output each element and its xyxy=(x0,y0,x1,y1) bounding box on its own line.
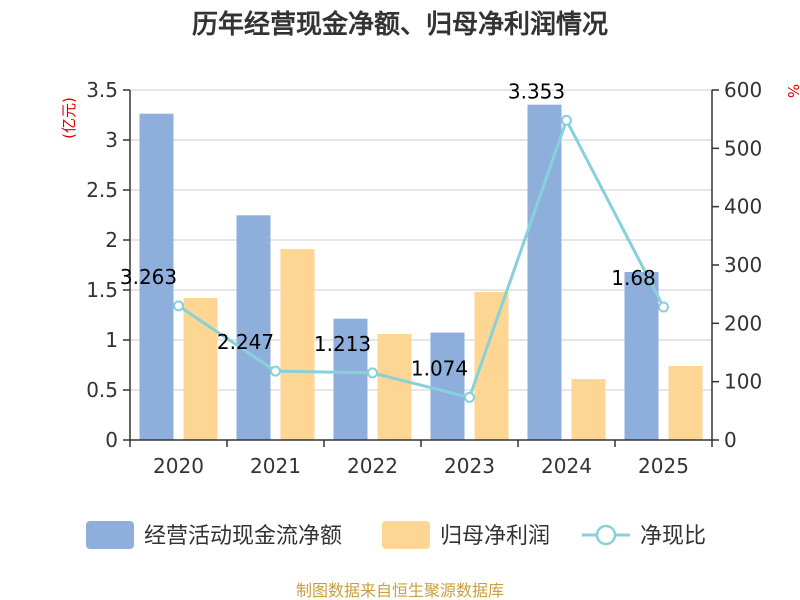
line-point-ratio xyxy=(173,300,184,312)
line-point-ratio xyxy=(464,391,475,403)
left-axis-tick-label: 3 xyxy=(105,128,118,152)
legend-swatch-cashflow xyxy=(86,521,134,549)
x-axis-tick-label: 2022 xyxy=(347,454,398,478)
line-ratio xyxy=(177,118,665,399)
x-axis-tick-label: 2021 xyxy=(250,454,301,478)
bar-profit xyxy=(668,366,703,440)
line-point-ratio xyxy=(367,367,378,379)
bars-group xyxy=(139,104,703,440)
chart-title: 历年经营现金净额、归母净利润情况 xyxy=(192,9,608,40)
axes-group: 0 0.5 1 1.5 2 2.5 3 3.5 0 100 200 300 400 500 600 2020 2… xyxy=(86,78,762,478)
data-label-cashflow: 1.213 xyxy=(314,332,371,356)
bar-cashflow xyxy=(527,104,562,440)
line-series-group xyxy=(173,114,669,403)
x-axis-tick-label: 2023 xyxy=(444,454,495,478)
legend-label-ratio: 净现比 xyxy=(640,524,706,549)
x-axis-tick-label: 2020 xyxy=(153,454,204,478)
left-axis-tick-label: 2.5 xyxy=(86,178,118,202)
bar-cashflow xyxy=(333,318,368,440)
data-label-cashflow: 2.247 xyxy=(217,330,274,354)
bar-cashflow xyxy=(236,215,271,440)
legend-label-cashflow: 经营活动现金流净额 xyxy=(144,524,342,549)
legend-label-profit: 归母净利润 xyxy=(440,524,550,549)
line-point-ratio xyxy=(561,114,572,126)
right-axis-tick-label: 200 xyxy=(724,311,762,335)
data-label-cashflow: 1.074 xyxy=(411,356,468,380)
bar-profit xyxy=(571,379,606,440)
bar-cashflow xyxy=(624,272,659,440)
bar-profit xyxy=(280,249,315,440)
right-axis-tick-label: 100 xyxy=(724,370,762,394)
left-axis-tick-label: 0 xyxy=(105,428,118,452)
line-point-ratio xyxy=(658,301,669,313)
data-label-cashflow: 3.263 xyxy=(120,265,177,289)
left-axis-tick-label: 2 xyxy=(105,228,118,252)
data-labels-group: 3.263 2.247 1.213 1.074 3.353 1.68 xyxy=(120,79,656,380)
right-axis-tick-label: 300 xyxy=(724,253,762,277)
right-axis-tick-label: 400 xyxy=(724,195,762,219)
right-axis-tick-label: 500 xyxy=(724,136,762,160)
left-axis-tick-label: 3.5 xyxy=(86,78,118,102)
right-axis-tick-label: 0 xyxy=(724,428,737,452)
x-axis-tick-label: 2025 xyxy=(638,454,689,478)
right-axis-unit: % xyxy=(784,84,800,98)
bar-cashflow xyxy=(430,332,465,440)
left-axis-tick-label: 1 xyxy=(105,328,118,352)
right-axis-tick-label: 600 xyxy=(724,78,762,102)
legend-swatch-profit xyxy=(382,521,430,549)
legend: 经营活动现金流净额 归母净利润 净现比 xyxy=(86,521,706,549)
legend-marker-ratio xyxy=(595,524,617,546)
left-axis-unit: (亿元) xyxy=(60,97,78,139)
data-label-cashflow: 1.68 xyxy=(611,266,656,290)
line-point-ratio xyxy=(270,365,281,377)
data-label-cashflow: 3.353 xyxy=(508,79,565,103)
left-axis-tick-label: 1.5 xyxy=(86,278,118,302)
left-axis-tick-label: 0.5 xyxy=(86,378,118,402)
bar-cashflow xyxy=(139,113,174,440)
source-note: 制图数据来自恒生聚源数据库 xyxy=(296,581,504,600)
bar-profit xyxy=(377,334,412,440)
x-axis-tick-label: 2024 xyxy=(541,454,592,478)
